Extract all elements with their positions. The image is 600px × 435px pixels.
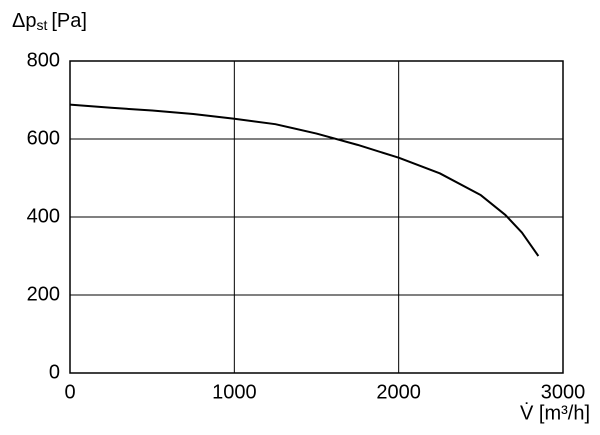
x-axis-label: V̇ [m³/h] xyxy=(520,402,590,424)
y-axis-label: Δpst [Pa] xyxy=(12,10,87,32)
y-tick-label: 800 xyxy=(27,49,60,71)
data-line xyxy=(69,103,540,257)
x-tick-label: 0 xyxy=(64,381,75,403)
x-tick-label: 2000 xyxy=(376,381,421,403)
y-tick-label: 600 xyxy=(27,127,60,149)
y-tick-label: 200 xyxy=(27,283,60,305)
x-tick-label: 1000 xyxy=(212,381,257,403)
y-tick-label: 0 xyxy=(49,361,60,383)
x-tick-label: 3000 xyxy=(541,381,586,403)
y-tick-label: 400 xyxy=(27,205,60,227)
